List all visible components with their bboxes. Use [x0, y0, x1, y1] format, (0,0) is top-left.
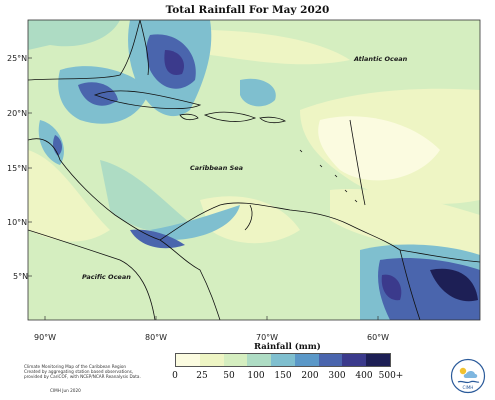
lat-label-5n: 5°N: [13, 272, 29, 281]
legend-title: Rainfall (mm): [254, 342, 321, 352]
lon-label-90w: 90°W: [34, 333, 57, 342]
legend-tick-2: 50: [223, 371, 235, 381]
legend-tick-7: 400: [355, 371, 373, 381]
legend-swatch-6: [318, 354, 343, 366]
label-caribbean-sea: Caribbean Sea: [190, 164, 244, 172]
lon-label-80w: 80°W: [145, 333, 168, 342]
legend-swatch-5: [294, 354, 319, 366]
legend-tick-8: 500+: [378, 371, 404, 381]
logo-text: CIMH: [463, 385, 474, 390]
legend-tick-5: 200: [301, 371, 319, 381]
lon-label-70w: 70°W: [256, 333, 279, 342]
credit-line-3: provided by CariCOF, with NCEP/NCAR Rean…: [24, 374, 141, 379]
legend-tick-1: 25: [196, 371, 208, 381]
legend-swatch-7: [342, 354, 367, 366]
legend-tick-6: 300: [328, 371, 346, 381]
label-atlantic-ocean: Atlantic Ocean: [354, 55, 408, 63]
lat-label-25n: 25°N: [7, 54, 28, 63]
legend-swatch-0: [176, 354, 200, 366]
credit-line-4: CIMH Jun 2020: [50, 388, 81, 393]
legend-tick-0: 0: [172, 371, 178, 381]
credit-line-1: Climate Monitoring Map of the Caribbean …: [24, 364, 127, 369]
legend-swatch-1: [199, 354, 224, 366]
legend-tick-3: 100: [247, 371, 265, 381]
lat-label-20n: 20°N: [7, 109, 28, 118]
map-title: Total Rainfall For May 2020: [165, 4, 330, 16]
lat-label-10n: 10°N: [7, 218, 28, 227]
legend-swatch-3: [247, 354, 272, 366]
rainfall-legend: [175, 353, 391, 367]
legend-swatch-4: [271, 354, 295, 366]
label-pacific-ocean: Pacific Ocean: [82, 273, 131, 281]
credit-line-2: Created by aggregating station based obs…: [24, 369, 134, 374]
lat-label-15n: 15°N: [7, 164, 28, 173]
lon-label-60w: 60°W: [367, 333, 390, 342]
legend-swatch-2: [223, 354, 248, 366]
legend-swatch-8: [366, 354, 391, 366]
cimh-logo-icon: CIMH: [450, 358, 486, 394]
legend-tick-4: 150: [274, 371, 292, 381]
